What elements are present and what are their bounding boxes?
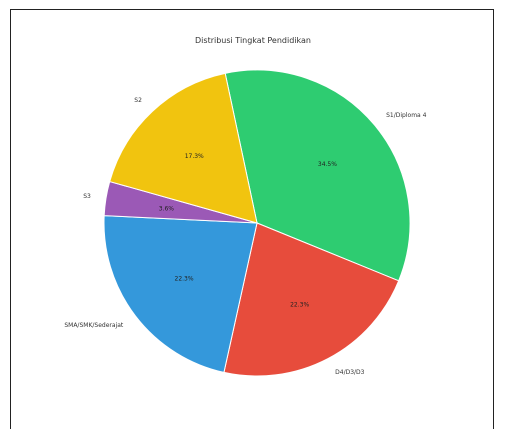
slice-percent-label: 34.5% — [318, 161, 337, 168]
chart-frame: Distribusi Tingkat Pendidikan 34.5% S1/Di… — [10, 9, 494, 429]
slice-category-label: S3 — [83, 193, 91, 200]
slice-percent-label: 17.3% — [185, 153, 204, 160]
slice-category-label: S2 — [134, 97, 142, 104]
slice-category-label: S1/Diploma 4 — [386, 112, 427, 119]
pie-slice — [103, 215, 258, 373]
pie-slice — [224, 69, 411, 282]
pie-labels: 34.5% S1/Diploma 4 22.3% D4/D3/D3 22.3% SMA/S… — [64, 97, 426, 376]
pie-chart: Distribusi Tingkat Pendidikan 34.5% S1/Di… — [64, 36, 427, 377]
slice-percent-label: 3.6% — [159, 205, 175, 212]
slice-percent-label: 22.3% — [290, 301, 309, 308]
chart-title: Distribusi Tingkat Pendidikan — [195, 36, 311, 45]
slice-category-label: SMA/SMK/Sederajat — [64, 322, 124, 329]
pie-slices — [103, 69, 411, 377]
slice-category-label: D4/D3/D3 — [335, 369, 365, 376]
slice-percent-label: 22.3% — [175, 276, 194, 283]
pie-slice — [223, 222, 400, 377]
pie-slice — [109, 72, 258, 224]
